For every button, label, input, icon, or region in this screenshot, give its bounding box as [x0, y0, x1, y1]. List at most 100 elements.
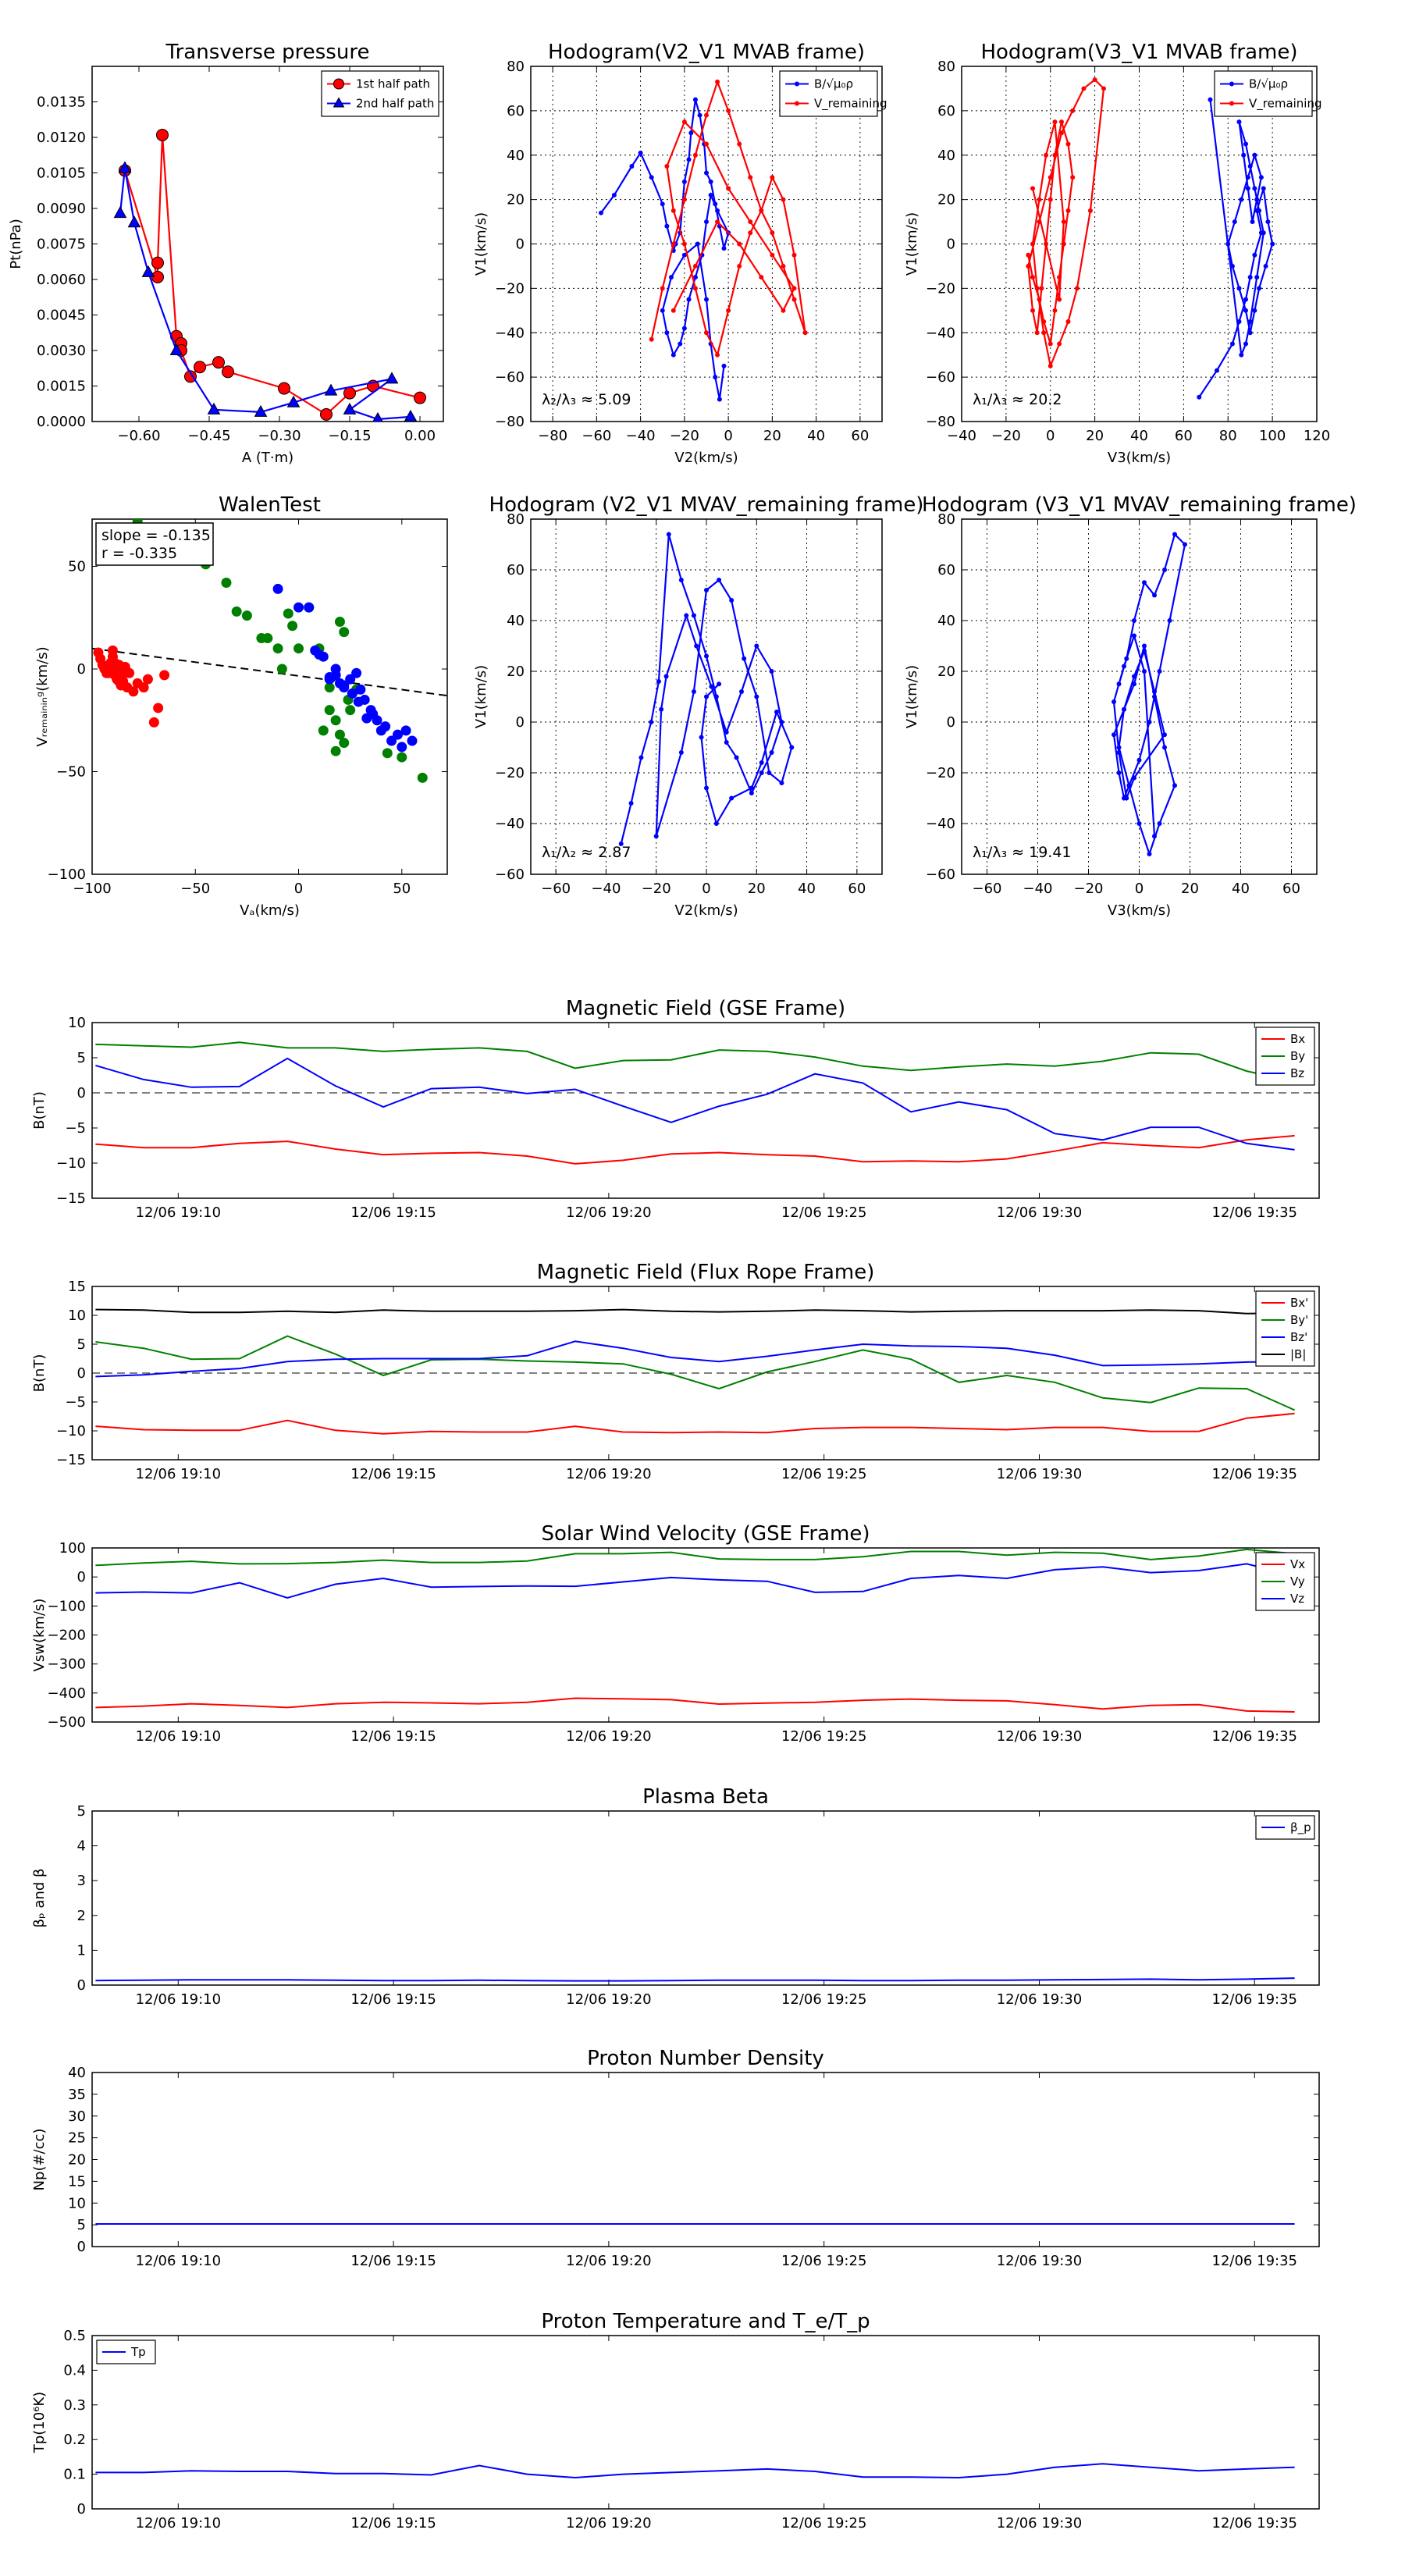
data-point — [1074, 286, 1080, 291]
y-tick-label: 35 — [68, 2087, 86, 2103]
data-point — [1152, 689, 1157, 694]
x-tick-label: 12/06 19:10 — [136, 1466, 221, 1482]
y-tick-label: −100 — [48, 866, 86, 883]
data-point — [1142, 669, 1147, 674]
panel-np: Proton Number Density 12/06 19:10 12/06 19… — [31, 2047, 1320, 2269]
data-point — [791, 297, 797, 302]
y-tick-label: 50 — [68, 558, 86, 575]
x-tick-label: 12/06 19:35 — [1212, 1991, 1297, 2008]
data-point — [1101, 86, 1106, 91]
x-tick-label: 60 — [1282, 881, 1300, 897]
plot-frame — [91, 66, 444, 422]
data-point — [663, 674, 669, 679]
x-tick-label: 12/06 19:30 — [997, 1728, 1082, 1745]
x-tick-label: −100 — [73, 881, 111, 897]
chart-title: Hodogram(V2_V1 MVAB frame) — [548, 41, 865, 64]
data-point — [691, 689, 696, 694]
data-point — [1058, 130, 1064, 136]
data-point — [692, 152, 698, 158]
plot-area — [95, 1548, 1295, 1713]
data-point — [729, 795, 735, 801]
data-point — [649, 720, 654, 724]
data-point — [222, 365, 234, 379]
data-point — [759, 770, 764, 775]
data-point — [1162, 732, 1167, 738]
y-tick-label: −300 — [48, 1656, 86, 1673]
data-point — [254, 404, 268, 417]
data-point — [692, 263, 698, 269]
data-point — [678, 750, 684, 755]
data-point — [789, 745, 795, 750]
data-point — [1239, 352, 1244, 358]
data-point — [318, 725, 329, 736]
data-point — [739, 689, 744, 694]
data-point — [262, 633, 273, 644]
data-point — [1116, 750, 1122, 755]
data-point — [1252, 308, 1257, 313]
data-point — [713, 375, 718, 380]
data-point — [1044, 152, 1049, 158]
data-point — [324, 672, 335, 683]
y-tick-label: 20 — [937, 664, 955, 680]
data-point — [737, 263, 742, 269]
data-point — [343, 386, 356, 400]
x-tick-label: −0.45 — [187, 428, 230, 444]
eigenvalue-ratio-label: λ₁/λ₃ ≈ 19.41 — [973, 844, 1072, 861]
panel-walen: WalenTest −100 −50 0 50 −100 −50 0 50 Vₐ(km/s) Vᵣₑ… — [34, 493, 448, 919]
data-point — [113, 206, 127, 219]
data-point — [748, 175, 753, 180]
chart-title: Proton Temperature and T_e/T_p — [541, 2310, 870, 2333]
x-tick-label: −0.30 — [258, 428, 301, 444]
y-tick-label: 30 — [68, 2108, 86, 2125]
x-tick-label: 50 — [393, 881, 411, 897]
data-point — [611, 192, 617, 197]
y-tick-label: 0 — [77, 2239, 86, 2255]
data-point — [717, 397, 722, 402]
y-tick-label: 0 — [77, 1085, 86, 1101]
x-tick-label: −40 — [1023, 881, 1053, 897]
y-tick-label: 0.0105 — [37, 165, 86, 182]
y-tick-label: −15 — [56, 1452, 86, 1468]
data-point — [1261, 230, 1266, 236]
data-point — [695, 241, 700, 247]
data-point — [1142, 649, 1147, 653]
y-tick-label: 60 — [937, 562, 955, 578]
data-point — [393, 729, 404, 740]
data-point — [380, 721, 391, 732]
x-tick-label: 12/06 19:30 — [997, 2515, 1082, 2532]
legend: Vx Vy Vz — [1255, 1552, 1315, 1611]
data-point — [1030, 186, 1035, 191]
data-point — [684, 613, 689, 618]
data-point — [293, 643, 304, 654]
data-point — [599, 210, 603, 215]
legend-marker — [333, 78, 344, 90]
data-point — [1229, 341, 1235, 347]
data-point — [754, 643, 759, 649]
y-axis-label: Pt(nPa) — [8, 219, 24, 269]
x-tick-label: 12/06 19:15 — [350, 2253, 436, 2269]
legend-label: V_remaining — [1249, 97, 1322, 112]
data-point — [127, 215, 141, 228]
y-tick-label: 3 — [77, 1873, 86, 1889]
data-point — [713, 201, 718, 207]
x-tick-label: 12/06 19:35 — [1212, 2253, 1297, 2269]
legend: Bx' By' Bz' |B| — [1255, 1290, 1315, 1367]
data-point — [1247, 330, 1253, 336]
plot-area — [618, 532, 795, 846]
data-point — [629, 163, 635, 169]
y-axis-label: V1(km/s) — [904, 212, 920, 276]
data-point — [1152, 592, 1157, 598]
data-point — [1252, 252, 1257, 258]
y-tick-label: −60 — [495, 866, 525, 883]
panel-hodo4: Hodogram (V3_V1 MVAV_remaining frame) −60… — [904, 493, 1357, 919]
data-point — [241, 610, 252, 621]
x-tick-label: −60 — [541, 881, 571, 897]
y-tick-label: 4 — [77, 1838, 86, 1855]
data-point — [320, 407, 333, 421]
x-tick-label: 0 — [1046, 428, 1055, 444]
x-tick-label: 12/06 19:20 — [566, 2515, 651, 2532]
data-point — [1057, 341, 1062, 347]
data-point — [1232, 219, 1237, 225]
data-point — [721, 363, 727, 368]
y-tick-label: 0.0120 — [37, 130, 86, 146]
